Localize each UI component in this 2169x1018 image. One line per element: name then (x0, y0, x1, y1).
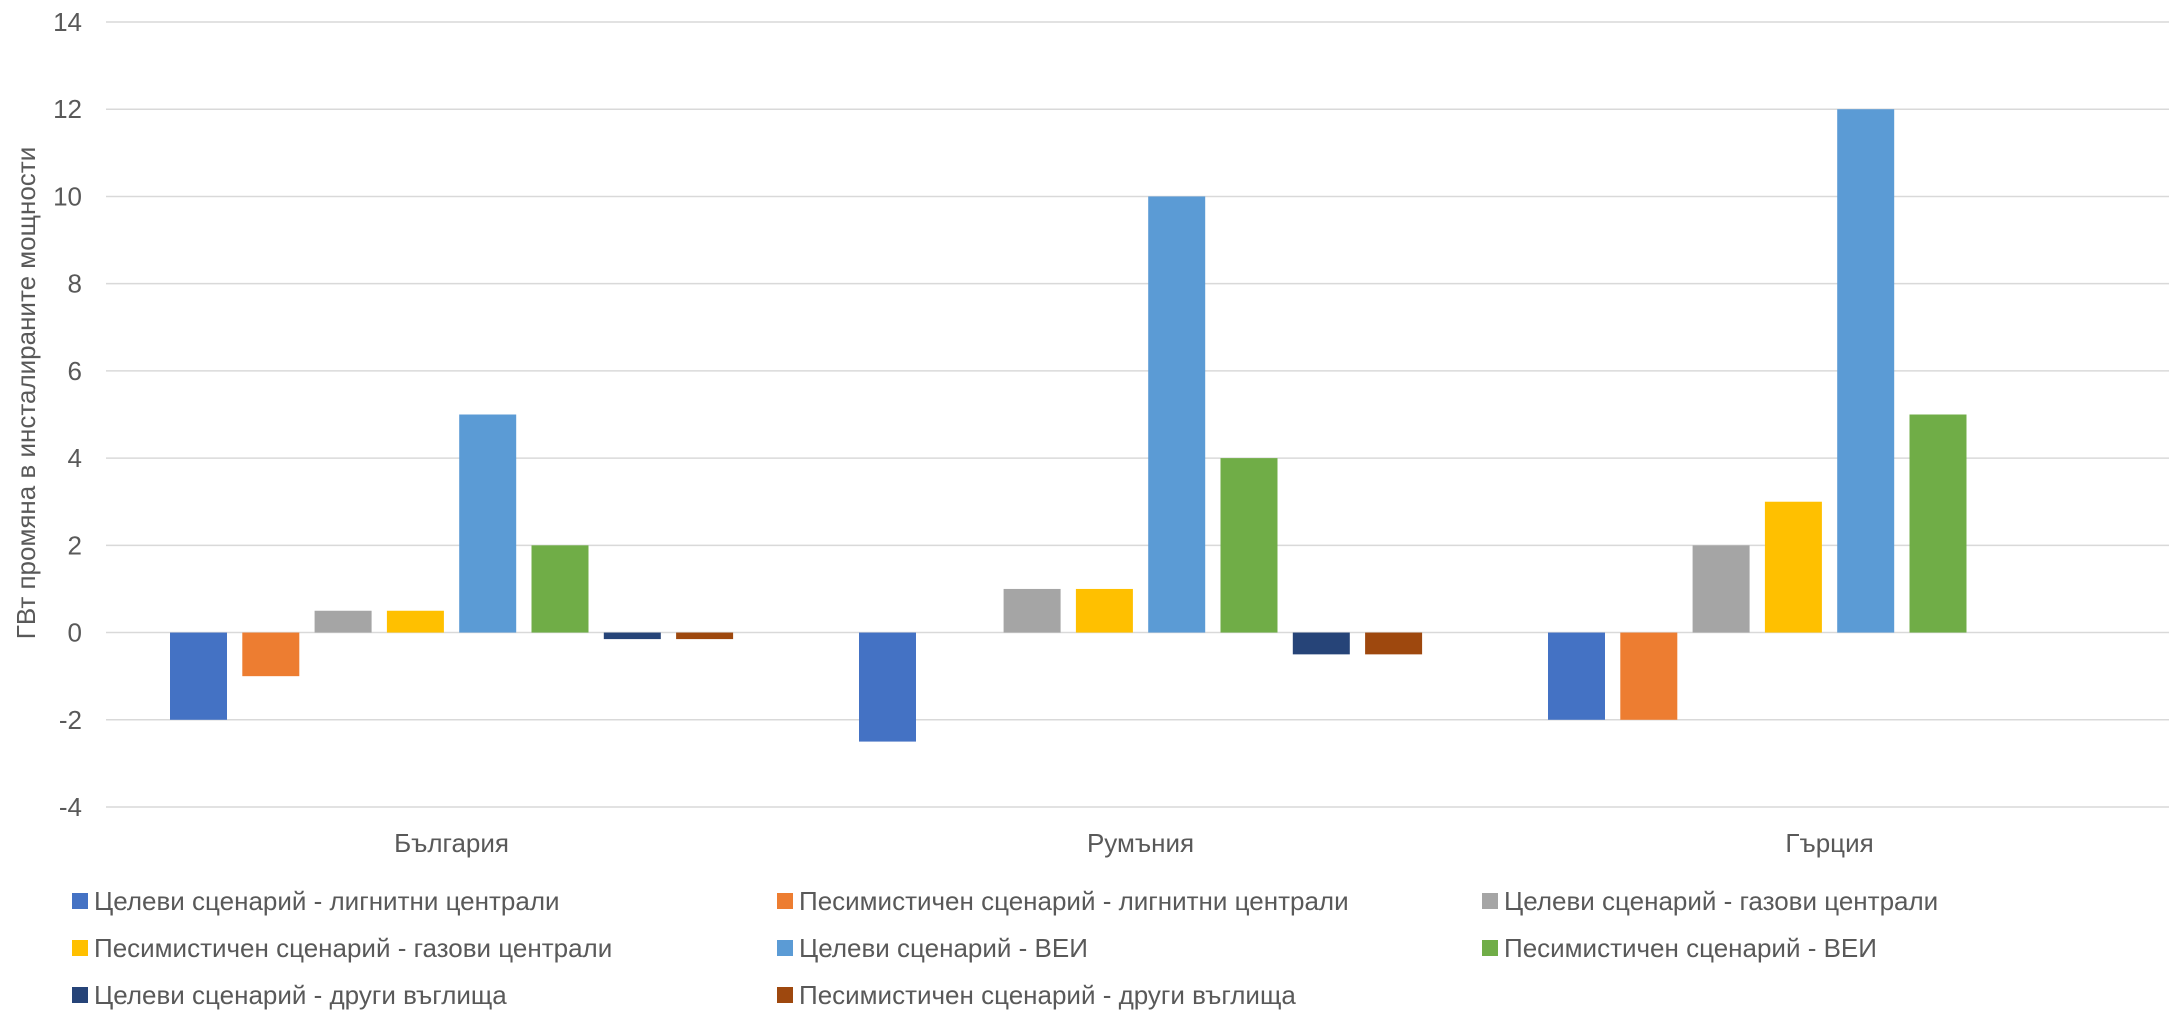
x-axis-categories: България Румъния Гърция (394, 828, 1874, 858)
bar (170, 632, 227, 720)
legend-swatch (777, 893, 793, 909)
legend-label: Целеви сценарий - газови централи (1504, 886, 1938, 916)
bar (1365, 632, 1423, 655)
legend-label: Целеви сценарий - други въглища (94, 980, 507, 1010)
bar (1837, 109, 1895, 633)
bar (1220, 458, 1278, 633)
bar (1909, 414, 1967, 633)
bar (531, 545, 589, 633)
gridlines (106, 21, 2169, 808)
legend-label: Целеви сценарий - ВЕИ (799, 933, 1088, 963)
legend-label: Песимистичен сценарий - ВЕИ (1504, 933, 1877, 963)
legend-swatch (72, 940, 88, 956)
y-axis-title: ГВт промяна в инсталираните мощности (11, 147, 41, 639)
y-tick-label: 6 (68, 356, 82, 386)
y-tick-label: 0 (68, 618, 82, 648)
y-tick-label: -4 (59, 792, 82, 822)
bar (242, 632, 300, 677)
bar (859, 632, 916, 742)
x-category-label: Гърция (1785, 828, 1873, 858)
x-category-label: Румъния (1087, 828, 1194, 858)
legend-swatch (72, 987, 88, 1003)
legend-label: Песимистичен сценарий - други въглища (799, 980, 1296, 1010)
bar (1148, 196, 1206, 633)
bar (676, 632, 734, 640)
x-category-label: България (394, 828, 509, 858)
bar (1292, 632, 1350, 655)
bar (1548, 632, 1605, 720)
bar (1620, 632, 1678, 720)
y-tick-label: 14 (53, 7, 82, 37)
y-tick-label: -2 (59, 705, 82, 735)
legend-label: Песимистичен сценарий - газови централи (94, 933, 612, 963)
bar (1003, 588, 1061, 633)
legend-swatch (1482, 940, 1498, 956)
legend: Целеви сценарий - лигнитни централи Песим… (72, 886, 1938, 1010)
y-tick-label: 10 (53, 181, 82, 211)
legend-swatch (72, 893, 88, 909)
bar (1075, 588, 1133, 633)
bar (459, 414, 517, 633)
y-axis-ticks: -4 -2 0 2 4 6 8 10 12 14 (53, 7, 82, 822)
bar (314, 610, 372, 633)
y-tick-label: 12 (53, 94, 82, 124)
bar (1764, 501, 1822, 633)
bars (170, 109, 1967, 742)
y-tick-label: 2 (68, 530, 82, 560)
legend-label: Песимистичен сценарий - лигнитни централ… (799, 886, 1349, 916)
bar (1692, 545, 1750, 633)
bar (386, 610, 444, 633)
y-tick-label: 8 (68, 269, 82, 299)
legend-swatch (1482, 893, 1498, 909)
legend-swatch (777, 987, 793, 1003)
y-tick-label: 4 (68, 443, 82, 473)
bar (603, 632, 661, 640)
legend-swatch (777, 940, 793, 956)
legend-label: Целеви сценарий - лигнитни централи (94, 886, 560, 916)
